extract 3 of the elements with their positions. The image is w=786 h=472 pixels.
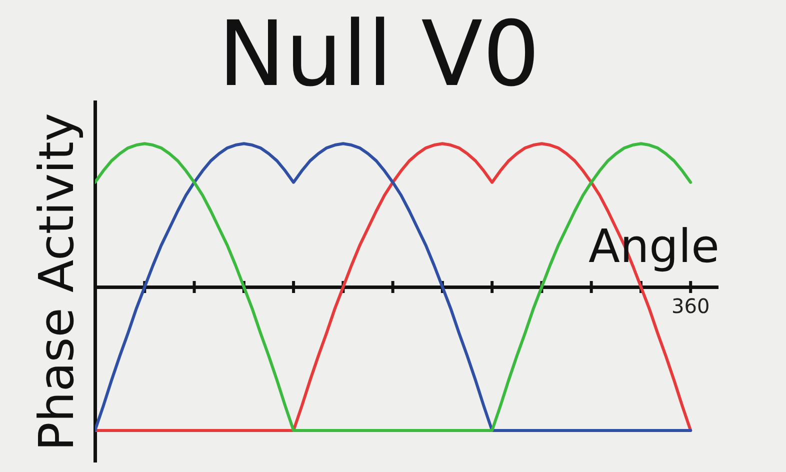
annotation: 360 — [672, 294, 710, 318]
y-axis-title: Phase Activity — [29, 112, 85, 452]
chart-title: Null V0 — [218, 2, 540, 107]
